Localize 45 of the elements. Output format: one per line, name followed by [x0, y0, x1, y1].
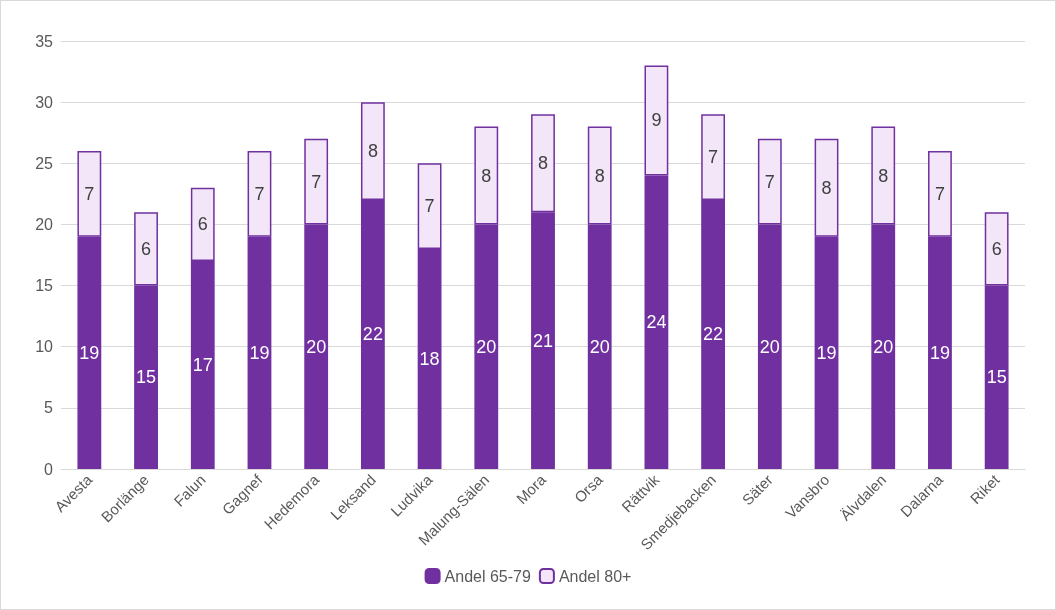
data-label: 8 [367, 141, 378, 162]
y-tick-label: 10 [35, 338, 54, 356]
data-label: 19 [929, 342, 950, 363]
data-label: 7 [84, 183, 95, 204]
x-tick-label: Orsa [570, 470, 607, 506]
data-label: 19 [816, 342, 837, 363]
legend-label: Andel 80+ [558, 567, 632, 585]
y-tick-label: 5 [44, 399, 54, 417]
data-label: 7 [764, 171, 775, 192]
data-label: 20 [759, 336, 780, 357]
data-label: 20 [589, 336, 610, 357]
data-label: 19 [249, 342, 270, 363]
data-label: 18 [419, 348, 440, 369]
data-label: 7 [424, 196, 435, 217]
data-label: 8 [594, 165, 605, 186]
data-label: 20 [873, 336, 894, 357]
data-label: 7 [934, 183, 945, 204]
data-label: 6 [991, 238, 1002, 259]
data-label: 7 [254, 183, 265, 204]
y-tick-label: 35 [35, 32, 54, 50]
y-tick-label: 15 [35, 277, 54, 295]
data-label: 8 [537, 153, 549, 174]
data-label: 20 [306, 336, 327, 357]
data-label: 15 [986, 367, 1007, 388]
legend-label: Andel 65-79 [444, 567, 531, 585]
data-label: 9 [651, 110, 662, 131]
data-label: 21 [532, 330, 554, 351]
data-label: 7 [311, 171, 322, 192]
data-label: 22 [362, 324, 383, 345]
data-label: 17 [192, 355, 213, 376]
data-label: 20 [476, 336, 497, 357]
data-label: 15 [136, 367, 157, 388]
data-label: 8 [481, 165, 492, 186]
y-tick-label: 20 [35, 215, 54, 233]
data-label: 7 [708, 147, 719, 168]
y-tick-label: 30 [35, 93, 54, 111]
data-label: 6 [197, 214, 208, 235]
data-label: 8 [821, 177, 832, 198]
y-tick-label: 25 [35, 154, 54, 172]
data-label: 8 [878, 165, 889, 186]
data-label: 24 [646, 312, 667, 333]
data-label: 6 [141, 238, 152, 259]
data-label: 22 [703, 324, 724, 345]
y-tick-label: 0 [44, 460, 54, 478]
data-label: 19 [79, 342, 100, 363]
